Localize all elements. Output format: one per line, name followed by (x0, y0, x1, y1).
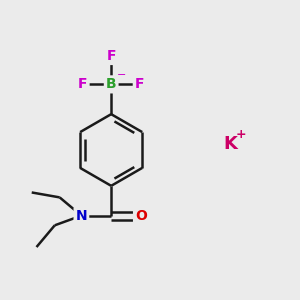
Text: F: F (106, 49, 116, 63)
Text: O: O (135, 208, 147, 223)
Text: F: F (78, 77, 88, 92)
Text: F: F (135, 77, 144, 92)
Text: B: B (106, 77, 116, 92)
Text: N: N (76, 208, 87, 223)
Text: K: K (224, 135, 238, 153)
Text: +: + (236, 128, 246, 141)
Text: −: − (117, 70, 126, 80)
